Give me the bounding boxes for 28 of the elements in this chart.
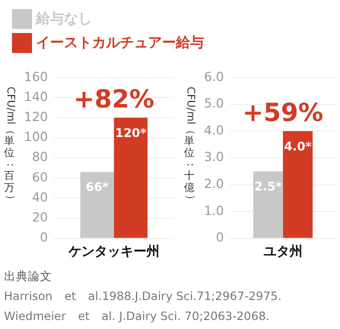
annotation: +59% (242, 98, 324, 128)
y-tick-label: 120 (24, 108, 48, 124)
y-tick-label: 1.0 (204, 202, 224, 218)
annotation: +82% (74, 84, 154, 114)
x-tick-label: ユタ州 (263, 244, 302, 260)
y-tick-label: 20 (32, 210, 48, 225)
y-tick-label: 60 (32, 169, 48, 184)
y-axis-title: CFU/ml（単位：十億） (183, 86, 196, 205)
x-tick-label: ケンタッキー州 (67, 244, 160, 260)
y-tick-label: 100 (24, 129, 48, 144)
data-label: 4.0* (284, 139, 312, 154)
y-tick-label: 140 (24, 88, 48, 104)
legend-label: イーストカルチュアー給与 (36, 34, 204, 52)
y-tick-label: 0 (40, 230, 48, 245)
y-tick-label: 3.0 (204, 149, 224, 164)
y-tick-label: 6.0 (204, 68, 224, 84)
y-axis-title: CFU/ml（単位：百万） (3, 86, 16, 205)
y-tick-label: 2.0 (204, 176, 224, 192)
y-tick-label: 4.0 (204, 122, 224, 138)
y-tick-label: 5.0 (204, 96, 224, 111)
y-tick-label: 0 (216, 230, 224, 245)
y-tick-label: 160 (24, 68, 48, 84)
text: Wiedmeier et al. J.Dairy Sci. 70;2063-2068. (4, 308, 270, 325)
y-tick-label: 80 (32, 149, 48, 164)
data-label: 120* (115, 126, 148, 140)
text: 出典論文 (4, 268, 53, 285)
text: Harrison et al.1988.J.Dairy Sci.71;2967-2975. (4, 288, 282, 305)
y-tick-label: 40 (32, 189, 48, 204)
